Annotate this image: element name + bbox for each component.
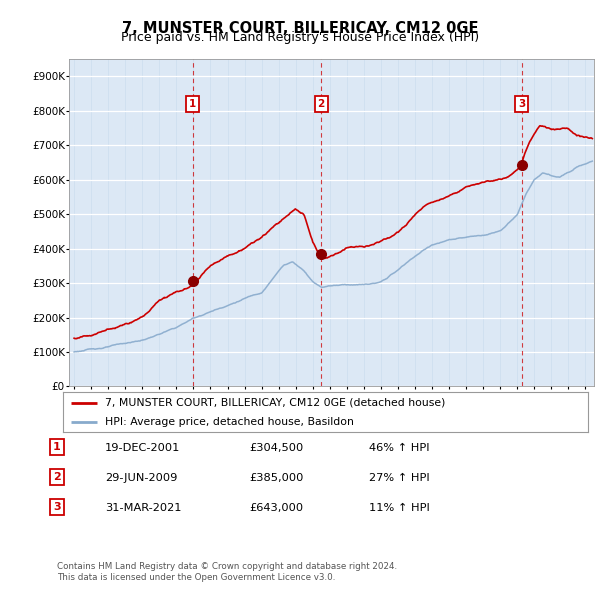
- Text: HPI: Average price, detached house, Basildon: HPI: Average price, detached house, Basi…: [105, 417, 354, 427]
- Text: 1: 1: [189, 99, 197, 109]
- Text: 11% ↑ HPI: 11% ↑ HPI: [369, 503, 430, 513]
- Text: 1: 1: [53, 442, 61, 452]
- Text: 19-DEC-2001: 19-DEC-2001: [105, 443, 181, 453]
- Text: 27% ↑ HPI: 27% ↑ HPI: [369, 473, 430, 483]
- Text: £385,000: £385,000: [249, 473, 304, 483]
- Text: 3: 3: [53, 502, 61, 512]
- Text: 7, MUNSTER COURT, BILLERICAY, CM12 0GE: 7, MUNSTER COURT, BILLERICAY, CM12 0GE: [122, 21, 478, 35]
- Text: 7, MUNSTER COURT, BILLERICAY, CM12 0GE (detached house): 7, MUNSTER COURT, BILLERICAY, CM12 0GE (…: [105, 398, 445, 408]
- Text: 29-JUN-2009: 29-JUN-2009: [105, 473, 178, 483]
- Text: 46% ↑ HPI: 46% ↑ HPI: [369, 443, 430, 453]
- Text: 2: 2: [317, 99, 325, 109]
- Text: £643,000: £643,000: [249, 503, 303, 513]
- Text: 3: 3: [518, 99, 525, 109]
- Text: £304,500: £304,500: [249, 443, 303, 453]
- Text: 31-MAR-2021: 31-MAR-2021: [105, 503, 182, 513]
- Text: 2: 2: [53, 472, 61, 482]
- Text: Price paid vs. HM Land Registry's House Price Index (HPI): Price paid vs. HM Land Registry's House …: [121, 31, 479, 44]
- Text: Contains HM Land Registry data © Crown copyright and database right 2024.
This d: Contains HM Land Registry data © Crown c…: [57, 562, 397, 582]
